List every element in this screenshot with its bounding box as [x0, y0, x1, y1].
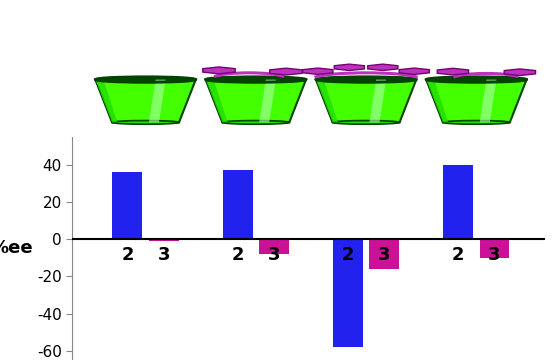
Y-axis label: %ee: %ee: [0, 239, 33, 257]
Bar: [479, 239, 509, 258]
Text: 2: 2: [231, 246, 244, 264]
Polygon shape: [316, 80, 338, 122]
Ellipse shape: [332, 121, 400, 124]
Polygon shape: [95, 80, 117, 122]
Text: 2: 2: [452, 246, 464, 264]
Text: 3: 3: [378, 246, 390, 264]
Polygon shape: [206, 80, 228, 122]
Text: 3: 3: [267, 246, 280, 264]
Bar: [223, 170, 252, 239]
Text: 3: 3: [157, 246, 170, 264]
Bar: [112, 172, 142, 239]
Polygon shape: [259, 80, 276, 122]
Ellipse shape: [426, 77, 527, 82]
Text: 2: 2: [342, 246, 354, 264]
Polygon shape: [426, 80, 448, 122]
Polygon shape: [149, 80, 166, 122]
Polygon shape: [316, 80, 416, 122]
Ellipse shape: [443, 121, 510, 124]
Ellipse shape: [222, 121, 289, 124]
Polygon shape: [426, 80, 527, 122]
Text: 2: 2: [121, 246, 133, 264]
Text: 3: 3: [488, 246, 501, 264]
Ellipse shape: [95, 77, 196, 82]
Polygon shape: [369, 80, 386, 122]
Polygon shape: [206, 80, 306, 122]
Bar: [443, 165, 473, 239]
Bar: [333, 239, 363, 347]
Polygon shape: [480, 80, 497, 122]
Ellipse shape: [206, 77, 306, 82]
Bar: [259, 239, 289, 254]
Polygon shape: [95, 80, 196, 122]
Bar: [369, 239, 399, 269]
Ellipse shape: [316, 77, 416, 82]
Ellipse shape: [112, 121, 179, 124]
Bar: [148, 239, 178, 241]
